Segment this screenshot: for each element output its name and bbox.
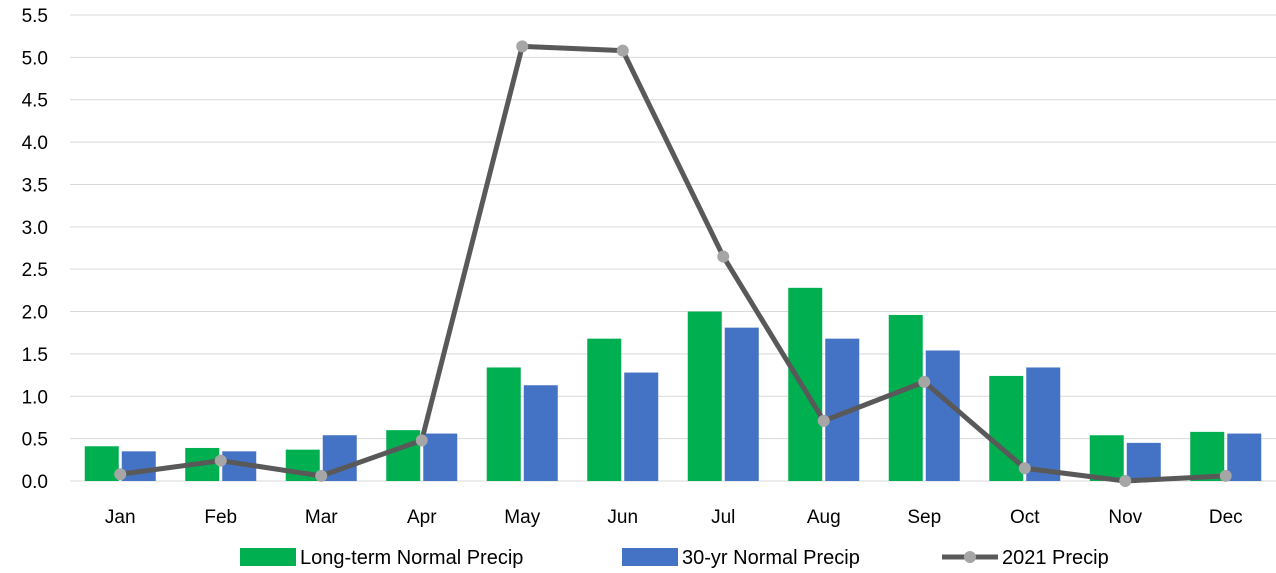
point-2021-precip-may bbox=[516, 40, 529, 53]
y-tick-label: 4.0 bbox=[22, 133, 48, 154]
point-2021-precip-jun bbox=[616, 44, 629, 57]
bar-30-yr-normal-jun bbox=[624, 372, 659, 481]
bar-long-term-normal-jul bbox=[687, 311, 722, 481]
x-axis-tick-labels: Jan Feb Mar Apr May Jun Jul Aug Sep Oct Nov Dec bbox=[105, 507, 1243, 528]
bar-long-term-normal-nov bbox=[1089, 435, 1124, 481]
bar-long-term-normal-dec bbox=[1190, 431, 1225, 481]
x-tick-label: Feb bbox=[204, 507, 237, 528]
y-axis-tick-labels: 0.0 0.5 1.0 1.5 2.0 2.5 3.0 3.5 4.0 4.5 5.0 5.5 bbox=[22, 6, 48, 493]
x-tick-label: Oct bbox=[1010, 507, 1040, 528]
x-tick-label: Jun bbox=[607, 507, 638, 528]
legend-swatch-long-term-normal-precip bbox=[240, 548, 296, 566]
y-tick-label: 2.0 bbox=[22, 303, 48, 324]
bar-30-yr-normal-apr bbox=[423, 433, 458, 481]
y-tick-label: 1.0 bbox=[22, 387, 48, 408]
x-tick-label: Aug bbox=[807, 507, 841, 528]
legend-label-long-term-normal-precip: Long-term Normal Precip bbox=[300, 547, 523, 569]
y-tick-label: 1.5 bbox=[22, 345, 48, 366]
legend-swatch-30-yr-normal-precip bbox=[622, 548, 678, 566]
bar-30-yr-normal-dec bbox=[1227, 433, 1262, 481]
y-tick-label: 0.5 bbox=[22, 430, 48, 451]
y-tick-label: 5.0 bbox=[22, 48, 48, 69]
bar-30-yr-normal-jul bbox=[724, 327, 759, 481]
x-tick-label: Jan bbox=[105, 507, 136, 528]
y-tick-label: 5.5 bbox=[22, 6, 48, 27]
point-2021-precip-aug bbox=[817, 414, 830, 427]
x-tick-label: Nov bbox=[1108, 507, 1142, 528]
bar-long-term-normal-may bbox=[486, 367, 521, 481]
bar-long-term-normal-sep bbox=[888, 314, 923, 481]
point-2021-precip-jan bbox=[114, 468, 127, 481]
bar-30-yr-normal-may bbox=[523, 385, 558, 481]
bar-series bbox=[84, 287, 1262, 481]
legend-marker-2021-precip bbox=[964, 551, 976, 563]
point-2021-precip-jul bbox=[717, 250, 730, 263]
x-tick-label: Sep bbox=[907, 507, 941, 528]
line-2021-precip bbox=[119, 43, 1226, 484]
legend: Long-term Normal Precip 30-yr Normal Prec… bbox=[240, 547, 1109, 569]
legend-label-2021-precip: 2021 Precip bbox=[1002, 547, 1109, 569]
gridlines bbox=[70, 14, 1276, 482]
bar-30-yr-normal-oct bbox=[1026, 367, 1061, 481]
bar-long-term-normal-jan bbox=[84, 446, 119, 481]
point-2021-precip-apr bbox=[415, 434, 428, 447]
bar-long-term-normal-aug bbox=[788, 287, 823, 481]
x-tick-label: Dec bbox=[1209, 507, 1243, 528]
y-tick-label: 0.0 bbox=[22, 472, 48, 493]
point-2021-precip-nov bbox=[1119, 475, 1132, 487]
y-tick-label: 2.5 bbox=[22, 260, 48, 281]
x-tick-label: Mar bbox=[305, 507, 338, 528]
point-2021-precip-dec bbox=[1219, 469, 1232, 482]
bar-30-yr-normal-sep bbox=[925, 350, 960, 481]
y-tick-label: 4.5 bbox=[22, 91, 48, 112]
point-2021-precip-mar bbox=[315, 469, 328, 482]
x-tick-label: May bbox=[504, 507, 540, 528]
y-tick-label: 3.5 bbox=[22, 175, 48, 196]
x-tick-label: Apr bbox=[407, 507, 437, 528]
bar-long-term-normal-apr bbox=[386, 430, 421, 481]
point-2021-precip-oct bbox=[1018, 462, 1031, 475]
bar-long-term-normal-jun bbox=[587, 338, 622, 481]
bar-30-yr-normal-jan bbox=[121, 451, 156, 481]
bar-30-yr-normal-nov bbox=[1126, 442, 1161, 481]
point-2021-precip-sep bbox=[918, 375, 931, 388]
point-2021-precip-feb bbox=[214, 454, 227, 467]
x-tick-label: Jul bbox=[711, 507, 735, 528]
line-series bbox=[114, 40, 1232, 487]
legend-label-30-yr-normal-precip: 30-yr Normal Precip bbox=[682, 547, 860, 569]
y-tick-label: 3.0 bbox=[22, 218, 48, 239]
